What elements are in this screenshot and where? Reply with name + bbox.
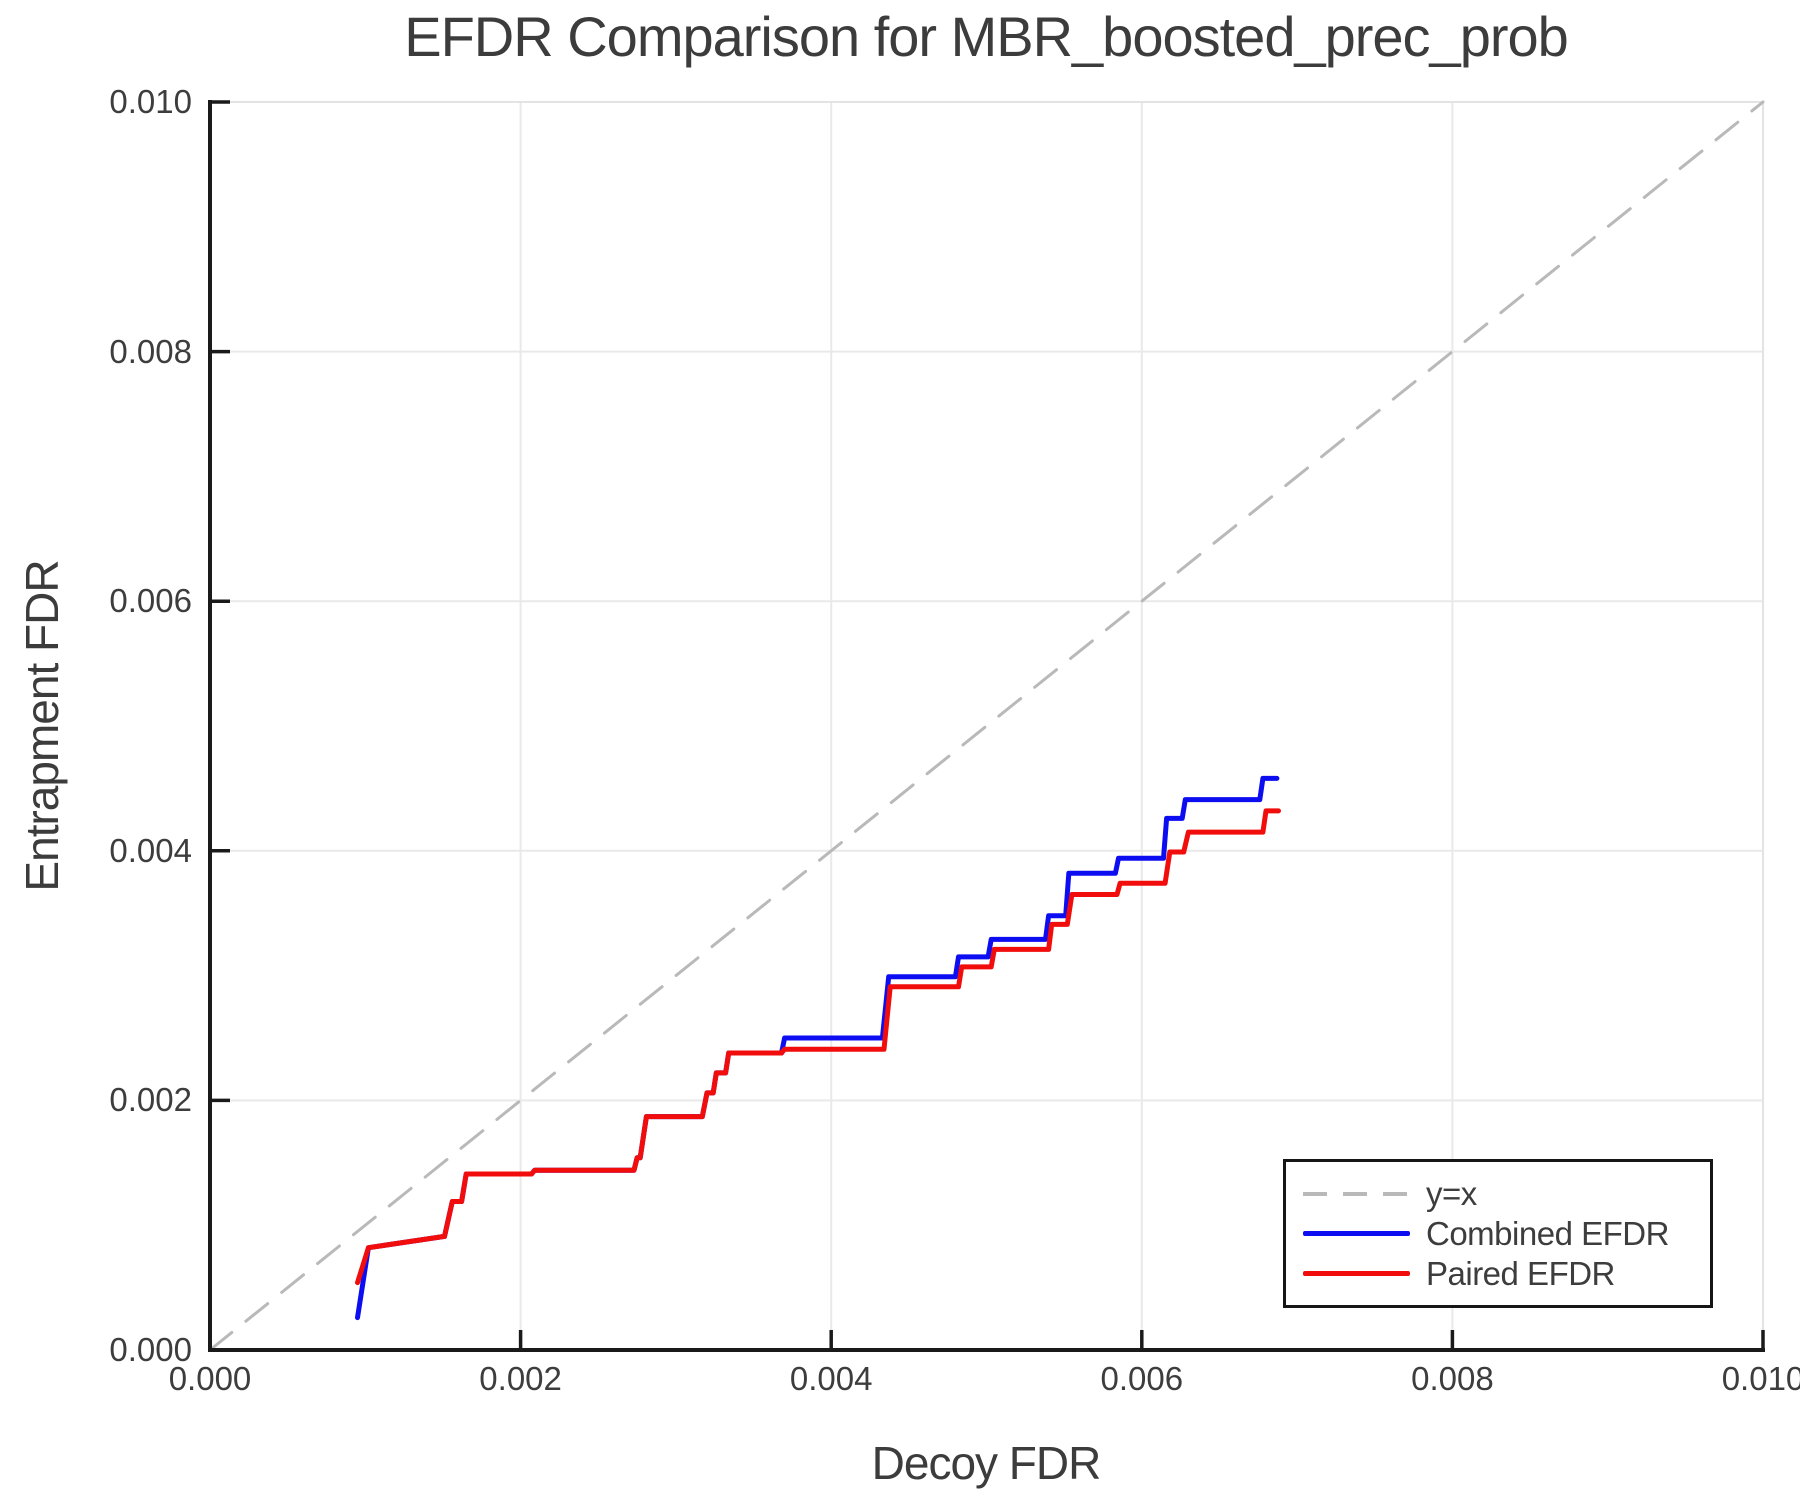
legend-row-yx: y=x xyxy=(1303,1175,1710,1212)
legend: y=x Combined EFDR Paired EFDR xyxy=(1283,1159,1713,1308)
blue-line-sample xyxy=(1303,1231,1410,1236)
y-tick-label: 0.002 xyxy=(109,1081,192,1119)
x-tick-label: 0.002 xyxy=(479,1360,562,1397)
legend-label-combined: Combined EFDR xyxy=(1426,1214,1669,1252)
x-tick-label: 0.004 xyxy=(789,1360,873,1397)
y-tick-label: 0.006 xyxy=(109,582,192,620)
y-tick-label: 0.004 xyxy=(109,831,192,869)
identity-line xyxy=(208,100,1765,1352)
red-line-sample xyxy=(1303,1271,1410,1276)
legend-row-paired: Paired EFDR xyxy=(1303,1255,1710,1292)
legend-row-combined: Combined EFDR xyxy=(1303,1215,1710,1252)
y-tick-label: 0.008 xyxy=(109,332,192,370)
legend-label-paired: Paired EFDR xyxy=(1426,1254,1615,1292)
x-tick-label: 0.008 xyxy=(1411,1360,1494,1397)
legend-label-yx: y=x xyxy=(1426,1174,1477,1212)
x-tick-label: 0.006 xyxy=(1100,1360,1184,1397)
y-axis-label: Entrapment FDR xyxy=(16,560,68,892)
chart-title: EFDR Comparison for MBR_boosted_prec_pro… xyxy=(404,5,1569,68)
x-axis-label: Decoy FDR xyxy=(871,1437,1102,1489)
x-tick-label: 0.000 xyxy=(168,1360,252,1397)
y-tick-label: 0.000 xyxy=(109,1331,192,1368)
y-tick-label: 0.010 xyxy=(109,83,192,120)
series-line-paired-efdr xyxy=(355,808,1281,1286)
x-tick-label: 0.010 xyxy=(1721,1360,1800,1397)
dashed-line-sample xyxy=(1303,1191,1410,1196)
